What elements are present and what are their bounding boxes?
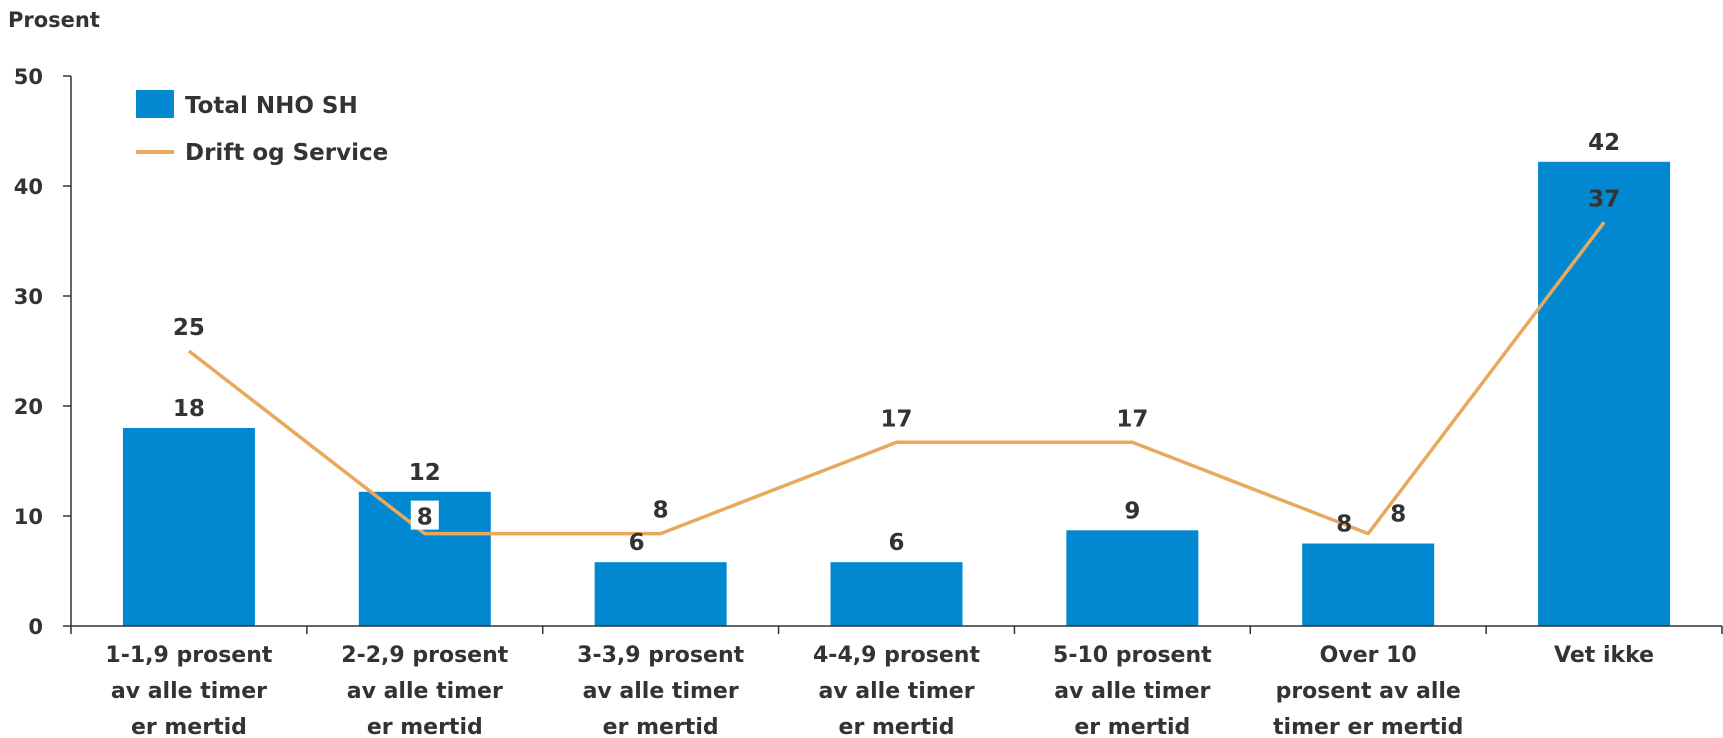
line-data-label: 25 <box>173 315 205 341</box>
y-tick-label: 0 <box>28 615 43 639</box>
y-tick-label: 20 <box>14 395 43 419</box>
legend-bar-label: Total NHO SH <box>185 93 358 119</box>
x-tick-label-line: er mertid <box>603 715 719 738</box>
x-tick-label: Vet ikke <box>1554 643 1654 668</box>
x-tick-label: 4-4,9 prosent av alle timer er mertid <box>813 643 980 738</box>
x-tick-label-line: er mertid <box>131 715 247 738</box>
bar <box>594 562 727 626</box>
line-data-label: 8 <box>1390 502 1406 528</box>
x-tick-label-line: er mertid <box>839 715 955 738</box>
x-tick-label: 2-2,9 prosent av alle timer er mertid <box>341 643 508 738</box>
x-tick-label: 1-1,9 prosent av alle timer er mertid <box>105 643 272 738</box>
legend: Total NHO SH Drift og Service <box>136 90 388 166</box>
line-data-label: 17 <box>1116 406 1148 432</box>
y-tick-label: 40 <box>14 175 43 199</box>
x-tick-label-line: timer er mertid <box>1273 715 1463 738</box>
x-tick-label-line: Over 10 <box>1320 643 1417 668</box>
bar <box>122 428 255 626</box>
x-tick-label-line: av alle timer <box>111 679 267 704</box>
x-tick-label-line: av alle timer <box>818 679 974 704</box>
x-tick-label: Over 10 prosent av alle timer er mertid <box>1273 643 1463 738</box>
bar-data-label: 8 <box>1336 512 1352 538</box>
bar-data-label: 42 <box>1588 130 1620 156</box>
line-data-label: 37 <box>1588 186 1620 212</box>
bar <box>1302 543 1435 626</box>
bar-series <box>122 161 1671 627</box>
bar-data-label: 6 <box>888 530 904 556</box>
line-data-label: 17 <box>880 406 912 432</box>
x-tick-label-line: 5-10 prosent <box>1053 643 1212 668</box>
x-tick-label-line: av alle timer <box>347 679 503 704</box>
line-path <box>187 221 1606 536</box>
line-data-label: 8 <box>417 505 433 531</box>
bar-data-label: 18 <box>173 396 205 422</box>
x-tick-label-line: 3-3,9 prosent <box>577 643 744 668</box>
x-tick-label-line: Vet ikke <box>1554 643 1654 668</box>
bar-data-label: 6 <box>629 530 645 556</box>
bar-data-label: 9 <box>1124 498 1140 524</box>
x-tick-label-line: er mertid <box>367 715 483 738</box>
line-data-label: 8 <box>653 498 669 524</box>
y-tick-label: 30 <box>14 285 43 309</box>
legend-line-label: Drift og Service <box>185 140 388 166</box>
x-tick-label-line: prosent av alle <box>1276 679 1461 704</box>
x-tick-label-line: 2-2,9 prosent <box>341 643 508 668</box>
bar <box>830 562 963 626</box>
bar <box>1538 161 1671 627</box>
x-tick-label-line: er mertid <box>1074 715 1190 738</box>
y-tick-label: 50 <box>14 65 43 89</box>
bar <box>1066 530 1199 626</box>
legend-bar-swatch <box>136 90 174 118</box>
y-axis: 0 10 20 30 40 50 <box>14 65 72 639</box>
x-tick-label-line: av alle timer <box>583 679 739 704</box>
x-tick-label-line: av alle timer <box>1054 679 1210 704</box>
line-series: 18 12 6 6 9 8 42 25 8 8 17 17 8 37 <box>173 130 1620 556</box>
bar-data-label: 12 <box>409 460 441 486</box>
line-data-label-bg <box>410 500 439 530</box>
x-axis: 1-1,9 prosent av alle timer er mertid2-2,9… <box>70 625 1723 738</box>
y-axis-title: Prosent <box>8 8 100 32</box>
y-tick-label: 10 <box>14 505 43 529</box>
x-tick-label: 5-10 prosent av alle timer er mertid <box>1053 643 1212 738</box>
x-tick-label: 3-3,9 prosent av alle timer er mertid <box>577 643 744 738</box>
x-tick-label-line: 4-4,9 prosent <box>813 643 980 668</box>
x-tick-label-line: 1-1,9 prosent <box>105 643 272 668</box>
